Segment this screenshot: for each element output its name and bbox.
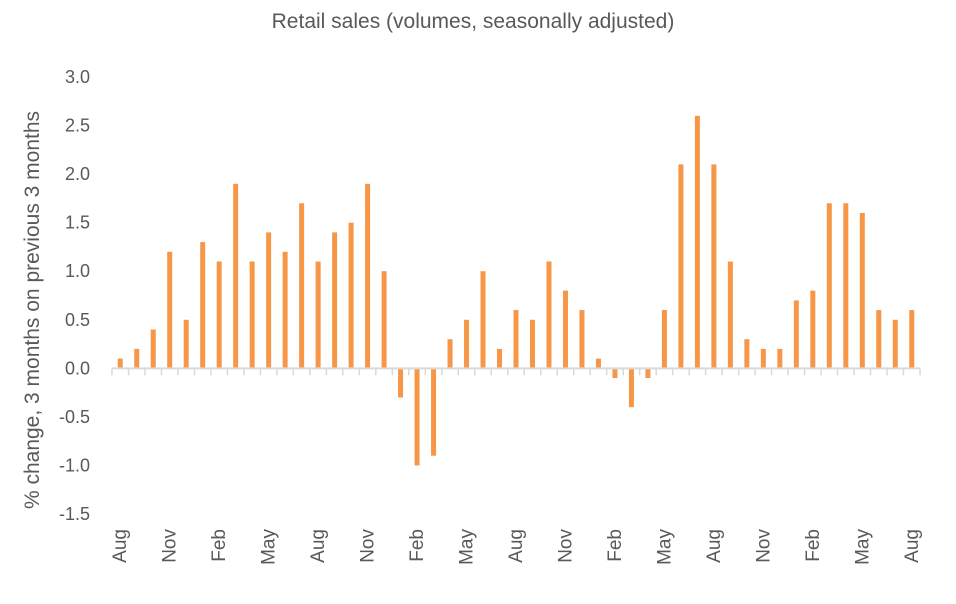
y-tick-label: 1.0	[65, 261, 90, 281]
bar	[513, 310, 519, 369]
x-category-label: Nov	[555, 529, 576, 563]
bar	[381, 271, 387, 369]
bar	[414, 368, 420, 466]
bar	[892, 319, 898, 369]
y-tick-label: -1.0	[59, 455, 90, 475]
bar	[678, 164, 684, 369]
bar	[661, 310, 667, 369]
bar	[645, 368, 651, 379]
x-category-label: May	[654, 529, 675, 565]
y-tick-label: 2.5	[65, 116, 90, 136]
bar	[843, 203, 849, 369]
y-tick-label: 0.0	[65, 358, 90, 378]
chart-title: Retail sales (volumes, seasonally adjust…	[271, 10, 675, 33]
bar	[760, 348, 766, 369]
bar	[694, 115, 700, 369]
x-category-label: Nov	[753, 529, 774, 563]
bar	[579, 310, 585, 369]
bar	[497, 348, 503, 369]
x-category-label: Feb	[803, 529, 824, 562]
x-category-label: Feb	[407, 529, 428, 562]
bar	[398, 368, 404, 398]
x-category-label: Feb	[605, 529, 626, 562]
bar	[876, 310, 882, 369]
x-category-label: Aug	[902, 529, 923, 563]
x-category-label: Feb	[209, 529, 230, 562]
y-tick-label: -1.5	[59, 504, 90, 524]
y-tick-label: 2.0	[65, 164, 90, 184]
x-category-label: Aug	[704, 529, 725, 563]
bar	[282, 251, 288, 369]
bar	[826, 203, 832, 369]
bar	[348, 222, 354, 369]
bar	[216, 261, 222, 369]
x-category-label: Aug	[506, 529, 527, 563]
bar	[529, 319, 535, 369]
bar	[447, 339, 453, 369]
x-category-label: Nov	[358, 529, 379, 563]
y-tick-label: 3.0	[65, 67, 90, 87]
bar	[167, 251, 173, 369]
x-category-label: Aug	[110, 529, 131, 563]
y-tick-label: 0.5	[65, 310, 90, 330]
bar	[595, 358, 601, 369]
bar	[431, 368, 437, 456]
bar	[117, 358, 123, 369]
bar	[562, 290, 568, 369]
bar	[266, 232, 272, 369]
x-category-label: May	[259, 529, 280, 565]
bar	[480, 271, 486, 369]
bar	[299, 203, 305, 369]
bar	[464, 319, 470, 369]
bar	[810, 290, 816, 369]
bar	[332, 232, 338, 369]
y-tick-label: 1.5	[65, 213, 90, 233]
bar	[777, 348, 783, 369]
bar	[859, 212, 865, 369]
bar	[233, 183, 239, 369]
bar	[200, 242, 206, 369]
bar	[183, 319, 189, 369]
bar	[150, 329, 156, 369]
bar	[249, 261, 255, 369]
bar	[365, 183, 371, 369]
bar	[134, 348, 140, 369]
x-category-label: May	[852, 529, 873, 565]
x-category-label: Nov	[160, 529, 181, 563]
bar	[793, 300, 799, 369]
bar	[628, 368, 634, 408]
bar	[315, 261, 321, 369]
bar	[909, 310, 915, 369]
bar	[727, 261, 733, 369]
bar	[546, 261, 552, 369]
x-category-label: May	[457, 529, 478, 565]
bar	[711, 164, 717, 369]
bar	[612, 368, 618, 379]
bar	[744, 339, 750, 369]
y-tick-label: -0.5	[59, 407, 90, 427]
x-category-label: Aug	[308, 529, 329, 563]
